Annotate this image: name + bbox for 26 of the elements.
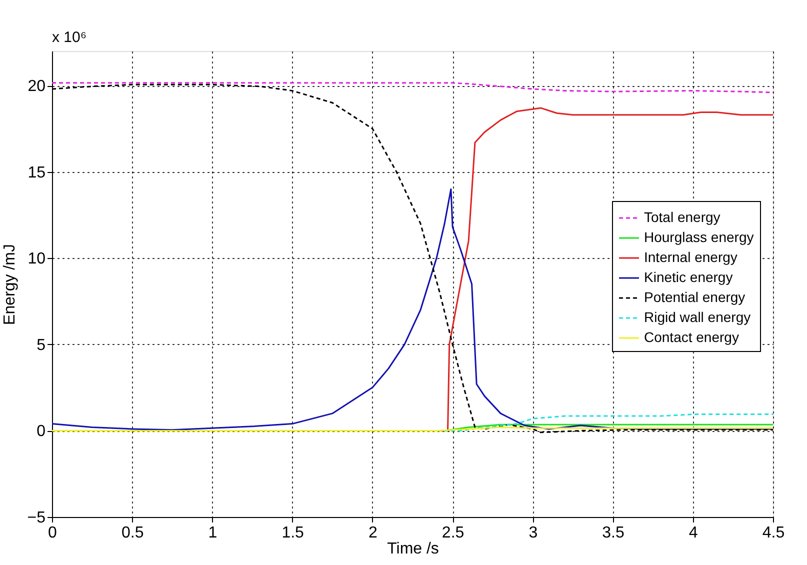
y-tick-label: −5	[27, 510, 46, 526]
y-tick-label: 0	[36, 423, 46, 440]
legend-label: Kinetic energy	[644, 269, 733, 285]
legend-label: Potential energy	[644, 289, 746, 305]
x-tick-label: 4	[688, 524, 698, 542]
legend-label: Hourglass energy	[644, 229, 754, 245]
x-axis-title: Time /s	[387, 540, 439, 558]
x-tick-label: 3.5	[602, 524, 624, 542]
x-tick-label: 0.5	[121, 524, 144, 542]
y-tick-label: 10	[28, 250, 46, 268]
x-tick-label: 3	[528, 524, 538, 542]
y-tick-label: 15	[28, 164, 46, 182]
x-tick-label: 0	[48, 524, 58, 542]
legend-label: Total energy	[644, 209, 720, 225]
text: x 10⁶	[52, 29, 87, 46]
x-tick-label: 2.5	[442, 524, 464, 542]
legend-label: Rigid wall energy	[644, 309, 751, 325]
x-tick-label: 4.5	[762, 524, 785, 542]
x-tick-label: 1.5	[282, 524, 304, 542]
y-axis-title: Energy /mJ	[1, 244, 18, 325]
legend-label: Internal energy	[644, 249, 738, 265]
x-tick-label: 1	[208, 524, 218, 542]
y-tick-label: 20	[28, 78, 46, 96]
x-tick-label: 2	[368, 524, 378, 542]
y-tick-label: 5	[36, 336, 46, 354]
legend-label: Contact energy	[644, 329, 739, 345]
